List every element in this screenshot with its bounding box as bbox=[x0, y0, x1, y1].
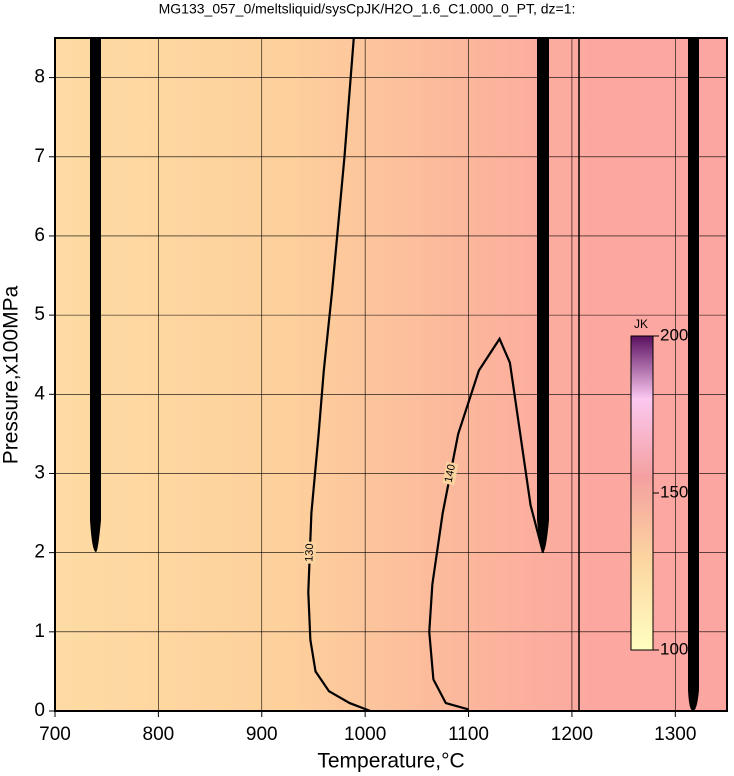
y-tick-label: 6 bbox=[34, 225, 45, 246]
contour-line bbox=[428, 336, 545, 711]
colorbar bbox=[630, 335, 654, 651]
contour-band bbox=[688, 38, 699, 711]
y-tick-label: 3 bbox=[34, 462, 45, 483]
contour-band bbox=[537, 38, 549, 552]
contour-band bbox=[90, 38, 101, 552]
contour-label-bg bbox=[303, 541, 317, 564]
colorbar-label: JK bbox=[634, 317, 648, 331]
heatmap bbox=[55, 38, 727, 711]
colorbar-tick-label: 200 bbox=[660, 325, 688, 344]
x-tick-label: 1300 bbox=[654, 724, 696, 745]
y-tick-label: 5 bbox=[34, 304, 45, 325]
x-axis-label: Temperature,°C bbox=[317, 750, 464, 773]
contour-label: 140 bbox=[443, 463, 458, 483]
y-tick-label: 2 bbox=[34, 542, 45, 563]
colorbar-tick-label: 100 bbox=[660, 639, 688, 658]
y-tick-label: 7 bbox=[34, 146, 45, 167]
x-tick-label: 900 bbox=[246, 724, 278, 745]
y-tick-label: 4 bbox=[34, 383, 45, 404]
contour-label: 130 bbox=[303, 543, 316, 562]
x-tick-label: 1100 bbox=[448, 724, 489, 745]
x-tick-label: 800 bbox=[143, 724, 175, 745]
x-tick-label: 1000 bbox=[344, 724, 386, 745]
y-tick-label: 8 bbox=[34, 67, 45, 88]
dense-contours bbox=[90, 38, 699, 711]
y-tick-label: 0 bbox=[34, 700, 45, 721]
plot-frame bbox=[54, 37, 728, 712]
plot-area: 130 140 bbox=[54, 37, 727, 713]
colorbar-tick-label: 150 bbox=[660, 482, 688, 501]
chart-title: MG133_057_0/meltsliquid/sysCpJK/H2O_1.6_… bbox=[159, 1, 576, 17]
y-axis-label: Pressure,x100MPa bbox=[0, 285, 23, 464]
x-tick-label: 1200 bbox=[551, 724, 593, 745]
contour-label-bg bbox=[442, 461, 459, 486]
y-tick-label: 1 bbox=[34, 621, 45, 642]
x-tick-label: 700 bbox=[39, 724, 71, 745]
